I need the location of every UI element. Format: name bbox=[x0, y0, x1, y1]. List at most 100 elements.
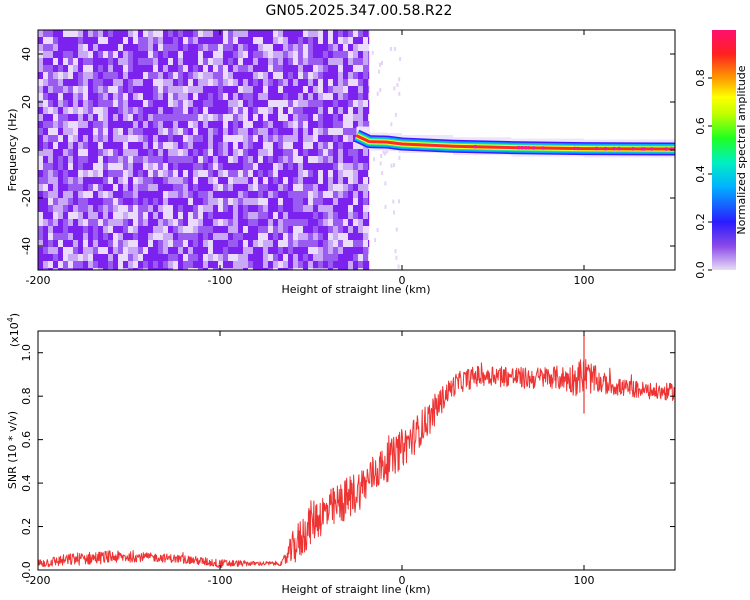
heatmap-cell bbox=[353, 268, 358, 270]
heatmap-cell bbox=[283, 240, 288, 247]
ridge-hotspot bbox=[517, 145, 521, 150]
heatmap-cell bbox=[348, 254, 353, 261]
heatmap-cell bbox=[48, 247, 53, 254]
heatmap-cell bbox=[213, 205, 218, 212]
heatmap-cell bbox=[303, 107, 308, 114]
heatmap-cell bbox=[308, 156, 313, 163]
heatmap-cell bbox=[243, 121, 248, 128]
heatmap-cell bbox=[203, 79, 208, 86]
heatmap-cell bbox=[368, 268, 370, 270]
heatmap-cell bbox=[208, 100, 213, 107]
heatmap-cell bbox=[343, 86, 348, 93]
heatmap-cell bbox=[363, 51, 368, 58]
heatmap-cell bbox=[128, 268, 133, 270]
heatmap-cell bbox=[258, 156, 263, 163]
snr-y-label: SNR (10 * v/v) bbox=[6, 411, 19, 489]
heatmap-cell bbox=[148, 268, 153, 270]
heatmap-cell bbox=[133, 233, 138, 240]
heatmap-cell bbox=[173, 44, 178, 51]
heatmap-cell bbox=[48, 58, 53, 65]
heatmap-cell bbox=[233, 72, 238, 79]
heatmap-cell bbox=[188, 128, 193, 135]
heatmap-cell bbox=[188, 121, 193, 128]
heatmap-cell bbox=[338, 100, 343, 107]
heatmap-cell bbox=[113, 177, 118, 184]
heatmap-cell bbox=[88, 79, 93, 86]
heatmap-cell bbox=[333, 198, 338, 205]
heatmap-cell bbox=[353, 37, 358, 44]
heatmap-cell bbox=[253, 219, 258, 226]
heatmap-cell bbox=[308, 128, 313, 135]
heatmap-cell bbox=[158, 100, 163, 107]
heatmap-cell bbox=[368, 86, 370, 93]
heatmap-cell bbox=[178, 261, 183, 268]
heatmap-cell bbox=[133, 212, 138, 219]
heatmap-cell bbox=[333, 177, 338, 184]
heatmap-cell bbox=[113, 79, 118, 86]
heatmap-cell bbox=[63, 93, 68, 100]
heatmap-cell bbox=[223, 226, 228, 233]
heatmap-cell bbox=[178, 219, 183, 226]
heatmap-cell bbox=[38, 233, 43, 240]
heatmap-cell bbox=[293, 212, 298, 219]
heatmap-cell bbox=[68, 51, 73, 58]
heatmap-cell bbox=[343, 79, 348, 86]
heatmap-cell bbox=[338, 156, 343, 163]
heatmap-cell bbox=[293, 30, 298, 37]
heatmap-cell bbox=[118, 212, 123, 219]
heatmap-cell bbox=[353, 44, 358, 51]
heatmap-cell bbox=[233, 86, 238, 93]
heatmap-cell bbox=[198, 37, 203, 44]
heatmap-cell bbox=[243, 268, 248, 270]
heatmap-cell bbox=[83, 107, 88, 114]
heatmap-cell bbox=[393, 163, 395, 168]
heatmap-cell bbox=[63, 86, 68, 93]
heatmap-cell bbox=[143, 107, 148, 114]
heatmap-cell bbox=[98, 226, 103, 233]
heatmap-cell bbox=[123, 100, 128, 107]
heatmap-cell bbox=[353, 65, 358, 72]
heatmap-cell bbox=[368, 44, 370, 51]
heatmap-cell bbox=[348, 163, 353, 170]
heatmap-cell bbox=[278, 170, 283, 177]
heatmap-cell bbox=[363, 149, 368, 156]
heatmap-cell bbox=[248, 177, 253, 184]
heatmap-cell bbox=[353, 261, 358, 268]
heatmap-cell bbox=[128, 254, 133, 261]
heatmap-cell bbox=[143, 240, 148, 247]
heatmap-cell bbox=[58, 254, 63, 261]
heatmap-cell bbox=[253, 107, 258, 114]
spectrogram-y-tick-label: 40 bbox=[20, 47, 33, 61]
heatmap-cell bbox=[188, 184, 193, 191]
heatmap-cell bbox=[68, 93, 73, 100]
heatmap-cell bbox=[193, 233, 198, 240]
heatmap-cell bbox=[188, 254, 193, 261]
heatmap-cell bbox=[213, 142, 218, 149]
heatmap-cell bbox=[118, 226, 123, 233]
heatmap-cell bbox=[183, 205, 188, 212]
heatmap-cell bbox=[38, 65, 43, 72]
heatmap-cell bbox=[178, 233, 183, 240]
heatmap-cell bbox=[288, 184, 293, 191]
heatmap-cell bbox=[153, 219, 158, 226]
heatmap-cell bbox=[263, 93, 268, 100]
heatmap-cell bbox=[228, 268, 233, 270]
heatmap-cell bbox=[328, 170, 333, 177]
heatmap-cell bbox=[158, 219, 163, 226]
heatmap-cell bbox=[384, 181, 387, 186]
heatmap-cell bbox=[293, 184, 298, 191]
heatmap-cell bbox=[118, 247, 123, 254]
heatmap-cell bbox=[78, 240, 83, 247]
heatmap-cell bbox=[193, 65, 198, 72]
heatmap-cell bbox=[313, 72, 318, 79]
heatmap-cell bbox=[203, 268, 208, 270]
heatmap-cell bbox=[328, 191, 333, 198]
heatmap-cell bbox=[73, 156, 78, 163]
heatmap-cell bbox=[43, 93, 48, 100]
heatmap-cell bbox=[138, 37, 143, 44]
heatmap-cell bbox=[278, 86, 283, 93]
heatmap-cell bbox=[333, 247, 338, 254]
heatmap-cell bbox=[313, 58, 318, 65]
heatmap-cell bbox=[168, 30, 173, 37]
heatmap-cell bbox=[73, 191, 78, 198]
